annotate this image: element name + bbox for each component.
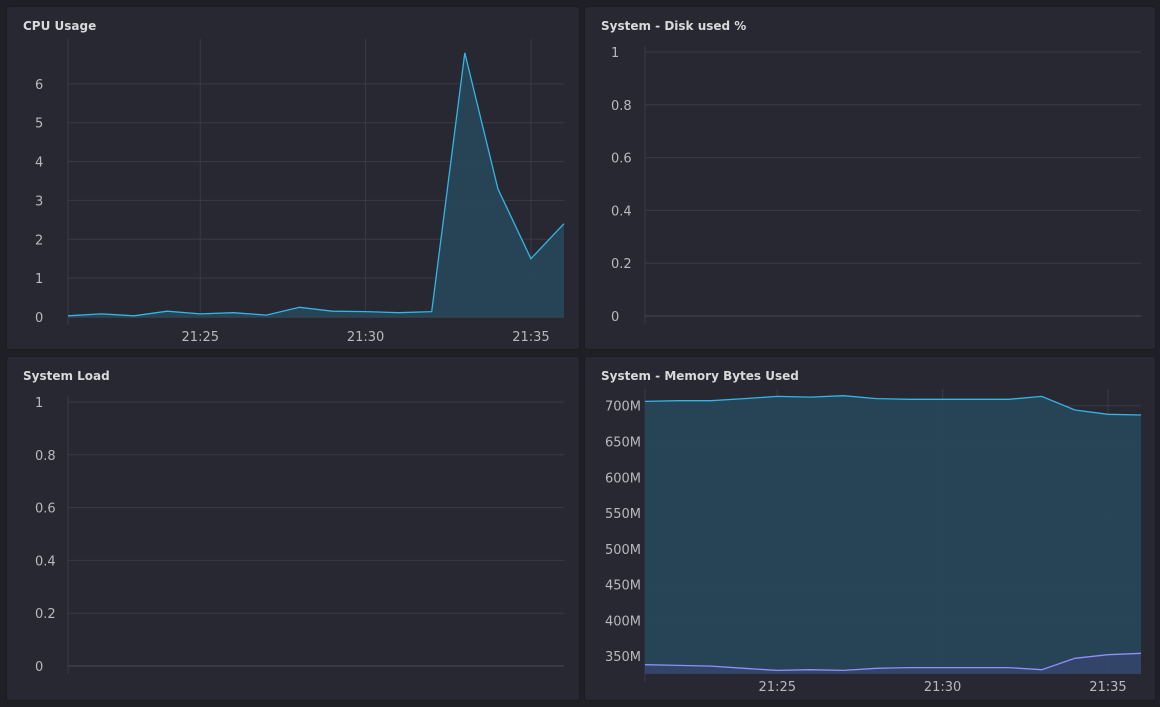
y-tick-label: 6	[35, 78, 43, 93]
y-tick-label: 2	[35, 233, 43, 248]
panel-memory-bytes-used: System - Memory Bytes Used 350M 400M 450M 5…	[584, 356, 1156, 701]
y-tick-label: 0.4	[611, 204, 632, 219]
y-tick-label: 3	[35, 194, 43, 209]
series-line	[644, 395, 1142, 416]
y-tick-label: 5	[35, 117, 43, 132]
y-tick-label: 0	[35, 311, 43, 326]
system-load-chart: 0 0.2 0.4 0.6 0.8 1	[35, 396, 564, 675]
panel-disk-used: System - Disk used % 0 0.2 0.4 0.6 0.8 1	[584, 6, 1156, 350]
series-area-fill	[645, 653, 1141, 674]
y-tick-label: 0.6	[611, 152, 632, 167]
y-tick-label: 4	[35, 156, 43, 171]
x-tick-label: 21:30	[924, 680, 961, 695]
panel-system-load: System Load 0 0.2 0.4 0.6 0.8 1	[6, 356, 580, 701]
y-tick-label: 450M	[605, 579, 641, 594]
y-tick-label: 700M	[605, 400, 641, 415]
y-tick-label: 1	[35, 396, 43, 411]
y-tick-label: 400M	[605, 614, 641, 629]
cpu-usage-chart: 0 1 2 3 4 5 6 21:25 21:30 21:35	[35, 39, 565, 345]
y-tick-label: 550M	[605, 507, 641, 522]
y-tick-label: 0.8	[35, 449, 56, 464]
x-tick-label: 21:25	[759, 680, 796, 695]
x-tick-label: 21:25	[182, 330, 219, 345]
series-area-fill	[68, 52, 564, 318]
series-line	[644, 652, 1142, 672]
y-tick-label: 0.8	[611, 99, 632, 114]
y-tick-label: 650M	[605, 436, 641, 451]
memory-bytes-used-chart: 350M 400M 450M 500M 550M 600M 650M 700M 21:25 21:…	[605, 389, 1142, 695]
y-tick-label: 0.4	[35, 554, 56, 569]
y-tick-label: 0	[35, 660, 43, 675]
x-tick-label: 21:30	[347, 330, 384, 345]
y-tick-label: 0.6	[35, 502, 56, 517]
panel-title[interactable]: System - Disk used %	[601, 19, 747, 33]
y-tick-label: 1	[35, 272, 43, 287]
panel-cpu-usage: CPU Usage 0 1 2 3 4 5 6 21:25 21:30 21:35	[6, 6, 580, 350]
y-tick-label: 0	[611, 310, 619, 325]
panel-title[interactable]: System Load	[23, 369, 110, 383]
y-tick-label: 0.2	[35, 607, 56, 622]
disk-used-chart: 0 0.2 0.4 0.6 0.8 1	[611, 46, 1141, 325]
series-area-fill	[645, 395, 1141, 674]
panel-title[interactable]: CPU Usage	[23, 19, 97, 33]
series-line	[67, 52, 565, 317]
panel-title[interactable]: System - Memory Bytes Used	[601, 369, 799, 383]
y-tick-label: 600M	[605, 471, 641, 486]
x-tick-label: 21:35	[512, 330, 549, 345]
y-tick-label: 1	[611, 46, 619, 61]
y-tick-label: 500M	[605, 543, 641, 558]
x-tick-label: 21:35	[1089, 680, 1126, 695]
y-tick-label: 0.2	[611, 257, 632, 272]
y-tick-label: 350M	[605, 650, 641, 665]
